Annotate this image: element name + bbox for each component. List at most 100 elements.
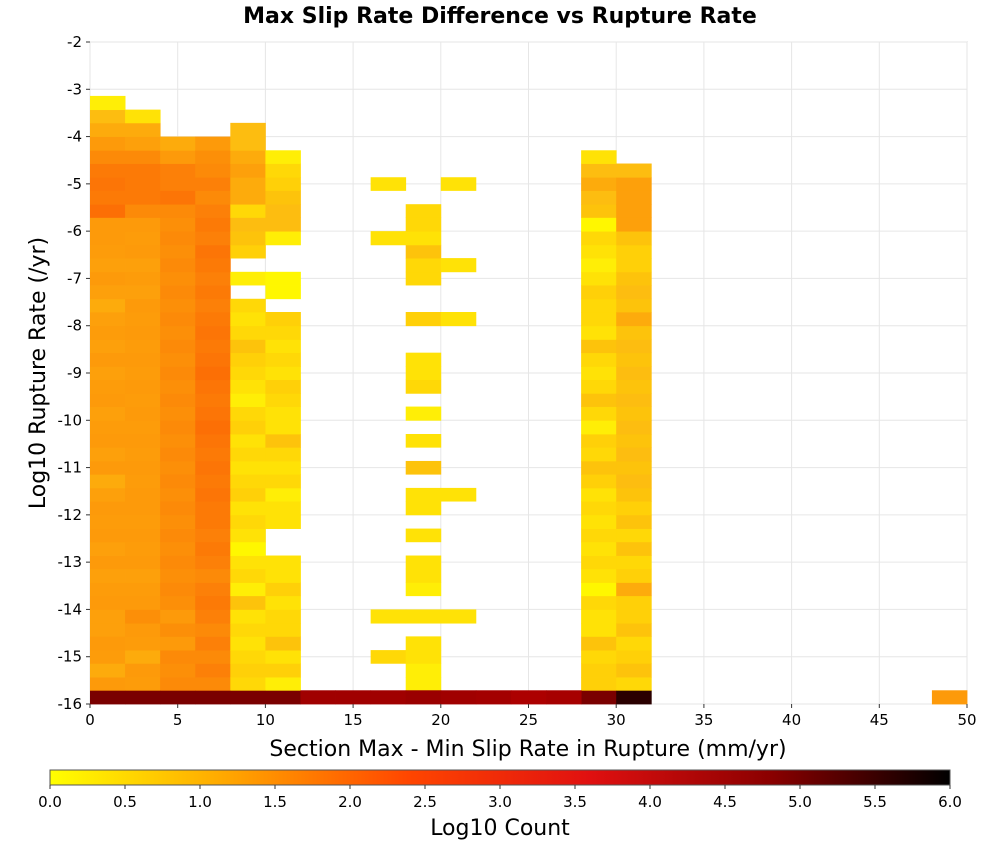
heatmap-cell (125, 339, 161, 354)
heatmap-cell (160, 298, 196, 313)
heatmap-cell (90, 352, 126, 367)
heatmap-cell (195, 636, 231, 651)
heatmap-cell (160, 514, 196, 529)
heatmap-cell (265, 285, 301, 300)
heatmap-cell (90, 258, 126, 273)
heatmap-cell (90, 460, 126, 475)
heatmap-cell (125, 663, 161, 678)
heatmap-cell (195, 258, 231, 273)
heatmap-cell (230, 690, 266, 705)
colorbar-tick-label: 0.0 (38, 793, 62, 811)
colorbar-tick-label: 1.0 (188, 793, 212, 811)
heatmap-cell (125, 420, 161, 435)
heatmap-cell (125, 298, 161, 313)
colorbar-tick-label: 3.5 (563, 793, 587, 811)
heatmap-cell (160, 406, 196, 421)
heatmap-cell (405, 271, 442, 286)
heatmap-cell (581, 663, 617, 678)
heatmap-cell (581, 150, 617, 164)
colorbar-tick-label: 3.0 (488, 793, 512, 811)
heatmap-cell (195, 325, 231, 340)
heatmap-cell (616, 406, 652, 421)
heatmap-cell (195, 595, 231, 610)
heatmap-cell (405, 501, 442, 516)
heatmap-cell (475, 690, 512, 705)
heatmap-cell (230, 136, 266, 151)
heatmap-cell (265, 379, 301, 394)
heatmap-cell (616, 244, 652, 259)
heatmap-cell (581, 163, 617, 178)
heatmap-cell (230, 366, 266, 381)
heatmap-cell (125, 312, 161, 327)
heatmap-cell (265, 204, 301, 218)
heatmap-cell (616, 447, 652, 462)
heatmap-cell (90, 325, 126, 340)
heatmap-cell (405, 677, 442, 691)
heatmap-cell (195, 352, 231, 367)
heatmap-cell (90, 217, 126, 232)
heatmap-cell (581, 582, 617, 597)
heatmap-cell (125, 447, 161, 462)
heatmap-cell (581, 298, 617, 313)
heatmap-cell (90, 122, 126, 137)
heatmap-cell (125, 258, 161, 273)
heatmap-cell (230, 271, 266, 286)
heatmap-cell (160, 636, 196, 651)
heatmap-cell (616, 650, 652, 664)
heatmap-cell (125, 514, 161, 529)
heatmap-cell (265, 406, 301, 421)
heatmap-cell (160, 379, 196, 394)
heatmap-cell (581, 244, 617, 259)
heatmap-cell (581, 325, 617, 340)
x-tick-label: 40 (782, 711, 801, 729)
heatmap-cell (125, 163, 161, 178)
heatmap-cell (195, 379, 231, 394)
heatmap-cell (616, 217, 652, 232)
heatmap-cell (581, 352, 617, 367)
heatmap-cell (90, 163, 126, 178)
heatmap-cell (230, 609, 266, 624)
heatmap-cell (160, 460, 196, 475)
heatmap-cell (230, 150, 266, 164)
heatmap-cell (616, 433, 652, 448)
heatmap-cell (90, 501, 126, 516)
heatmap-cell (616, 379, 652, 394)
heatmap-cell (405, 636, 442, 651)
heatmap-cell (230, 163, 266, 178)
x-tick-label: 10 (256, 711, 275, 729)
heatmap-cell (160, 312, 196, 327)
y-tick-label: -12 (58, 506, 83, 524)
heatmap-cell (125, 541, 161, 556)
heatmap-cell (125, 122, 161, 137)
heatmap-cell (125, 285, 161, 300)
heatmap-cell (616, 623, 652, 637)
heatmap-cell (230, 217, 266, 232)
heatmap-cell (125, 352, 161, 367)
heatmap-cell (440, 487, 477, 502)
heatmap-cell (265, 474, 301, 489)
heatmap-cell (195, 204, 231, 218)
y-tick-label: -2 (67, 33, 82, 51)
heatmap-cell (230, 555, 266, 570)
heatmap-cell (265, 487, 301, 502)
heatmap-cell (125, 568, 161, 583)
heatmap-cell (230, 352, 266, 367)
heatmap-cell (265, 433, 301, 448)
heatmap-cell (370, 609, 407, 624)
heatmap-cell (160, 528, 196, 543)
heatmap-cell (616, 474, 652, 489)
heatmap-cell (265, 447, 301, 462)
heatmap-cell (405, 379, 442, 394)
heatmap-cell (160, 501, 196, 516)
heatmap-cell (195, 190, 231, 205)
heatmap-cell (370, 177, 407, 191)
heatmap-cell (195, 271, 231, 286)
heatmap-cell (125, 623, 161, 637)
heatmap-cell (405, 568, 442, 583)
heatmap-cell (230, 204, 266, 218)
heatmap-cell (195, 177, 231, 191)
heatmap-cell (265, 677, 301, 691)
heatmap-cell (405, 663, 442, 678)
heatmap-cell (125, 177, 161, 191)
